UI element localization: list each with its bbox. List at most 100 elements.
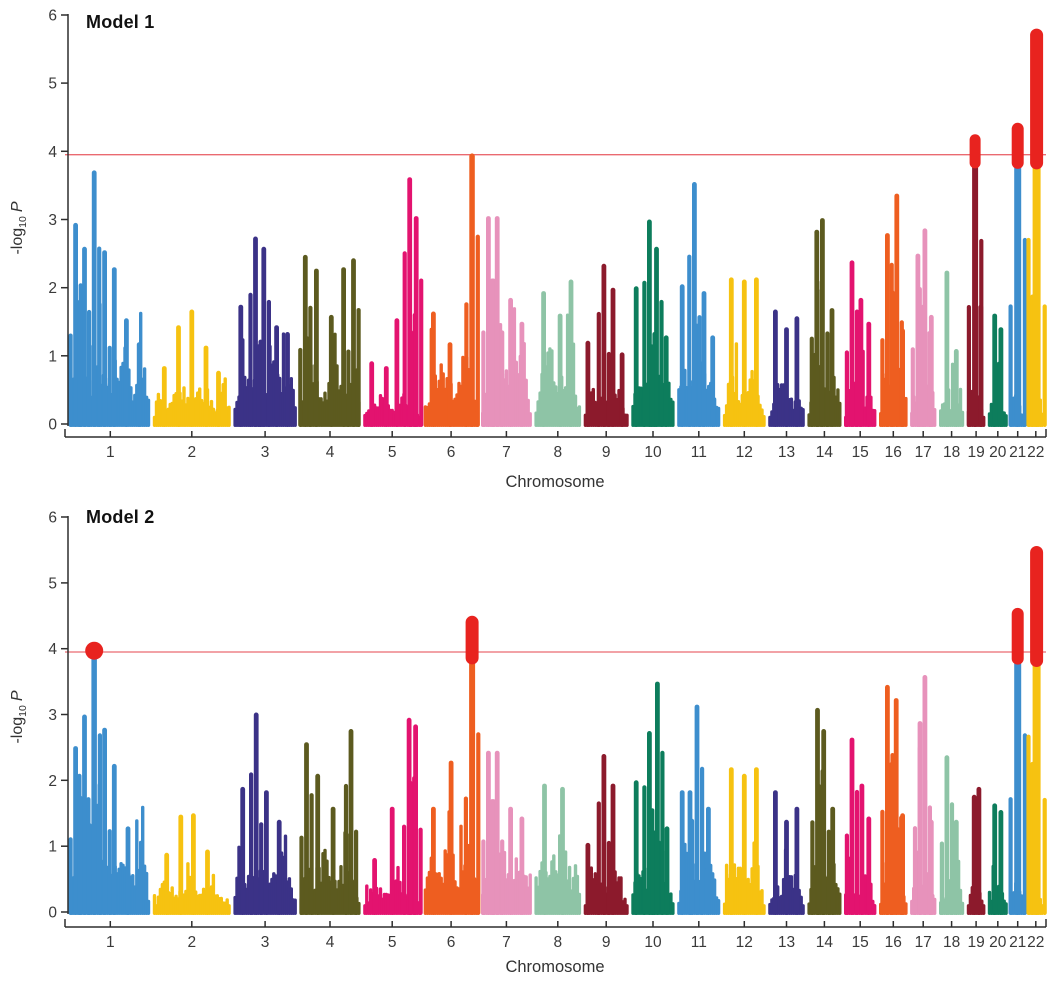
y-tick-label-0: 0 [48,905,57,922]
x-tick-label-chr-20: 20 [989,444,1007,461]
x-tick-label-chr-16: 16 [885,934,902,951]
x-tick-label-chr-4: 4 [326,934,335,951]
significant-points-chr-21 [1011,122,1024,169]
chr-16-points [879,684,908,915]
chr-2-points [152,309,231,427]
chr-22-points [1026,158,1047,427]
significant-point-chr-1 [85,641,104,660]
x-tick-label-chr-5: 5 [388,444,397,461]
chr-7-points [481,750,532,915]
chr-18-points [939,755,965,915]
chr-7-points [481,216,532,427]
chr-14-points [807,707,842,915]
y-label-subscript: 10 [17,705,30,717]
x-tick-label-chr-2: 2 [187,444,196,461]
x-tick-label-chr-11: 11 [691,934,707,951]
chr-12-points [722,277,766,427]
significant-points-chr-19 [969,134,981,169]
chr-6-points [423,655,481,915]
x-tick-label-chr-17: 17 [915,934,932,951]
chr-10-points [631,681,675,915]
y-tick-label-1: 1 [48,348,57,365]
x-tick-label-chr-13: 13 [778,934,795,951]
x-tick-label-chr-21: 21 [1009,934,1026,951]
chr-8-points [534,279,582,427]
chr-18-points [939,270,965,427]
x-tick-label-chr-2: 2 [187,934,196,951]
y-tick-label-0: 0 [48,417,57,434]
axis-lines [61,14,1047,438]
x-tick-label-chr-12: 12 [736,934,753,951]
x-tick-label-chr-10: 10 [644,934,662,951]
y-tick-label-4: 4 [48,641,57,658]
chr-15-points [844,737,877,915]
x-tick-label-chr-19: 19 [967,934,984,951]
chr-22-points [1026,658,1047,915]
panel-2-x-axis-label: Chromosome [505,958,605,976]
chr-2-points [152,813,231,915]
chr-17-points [910,228,937,427]
chr-8-points [534,783,582,915]
x-tick-label-chr-19: 19 [967,444,984,461]
y-label-prefix: -log [9,227,26,255]
x-tick-label-chr-1: 1 [106,934,115,951]
chr-21-points [1008,158,1027,427]
chr-20-points [987,803,1008,915]
x-tick-label-chr-8: 8 [553,934,562,951]
panel-1-y-axis-label: -log10 P [9,168,31,288]
chr-21-points [1008,656,1027,915]
x-tick-label-chr-1: 1 [106,444,115,461]
chr-19-points [966,786,986,915]
chr-4-points [298,254,361,427]
x-tick-label-chr-16: 16 [885,444,902,461]
y-tick-label-3: 3 [48,707,57,724]
y-tick-label-3: 3 [48,212,57,229]
chr-15-points [844,260,877,427]
y-tick-label-6: 6 [48,8,57,25]
y-tick-label-1: 1 [48,839,57,856]
chr-12-points [722,767,766,915]
y-label-variable: P [9,201,26,213]
chr-5-points [363,717,423,915]
x-tick-label-chr-3: 3 [261,934,270,951]
chr-1-points [68,170,151,427]
y-tick-label-6: 6 [48,510,57,527]
y-tick-label-4: 4 [48,144,57,161]
x-tick-label-chr-6: 6 [447,934,456,951]
x-tick-label-chr-6: 6 [447,444,456,461]
panel-2-title: Model 2 [86,507,155,527]
x-tick-label-chr-7: 7 [502,934,511,951]
x-tick-label-chr-9: 9 [602,444,611,461]
x-tick-label-chr-22: 22 [1027,934,1044,951]
panel-1-x-axis-label: Chromosome [505,473,605,491]
chr-20-points [987,313,1008,427]
y-tick-label-2: 2 [48,773,57,790]
significant-points-chr-21 [1011,607,1024,665]
chr-10-points [631,219,675,427]
chr-5-points [363,177,424,427]
x-tick-label-chr-4: 4 [326,444,335,461]
x-tick-label-chr-15: 15 [852,934,869,951]
y-label-prefix: -log [9,716,26,744]
panel-2-y-axis-label: -log10 P [9,657,31,777]
x-tick-label-chr-14: 14 [816,444,834,461]
x-tick-label-chr-22: 22 [1027,444,1044,461]
x-tick-label-chr-13: 13 [778,444,795,461]
significant-points-chr-6 [465,615,479,665]
x-tick-label-chr-10: 10 [644,444,662,461]
x-tick-label-chr-21: 21 [1009,444,1026,461]
x-tick-label-chr-8: 8 [553,444,562,461]
chr-11-points [677,182,721,427]
chr-16-points [879,193,908,427]
x-tick-label-chr-11: 11 [691,444,707,461]
x-tick-label-chr-18: 18 [943,444,960,461]
significant-points-chr-22 [1030,28,1044,170]
chr-19-points [966,159,986,427]
chr-9-points [583,263,629,427]
x-tick-label-chr-5: 5 [388,934,397,951]
significant-points-chr-22 [1030,546,1044,667]
